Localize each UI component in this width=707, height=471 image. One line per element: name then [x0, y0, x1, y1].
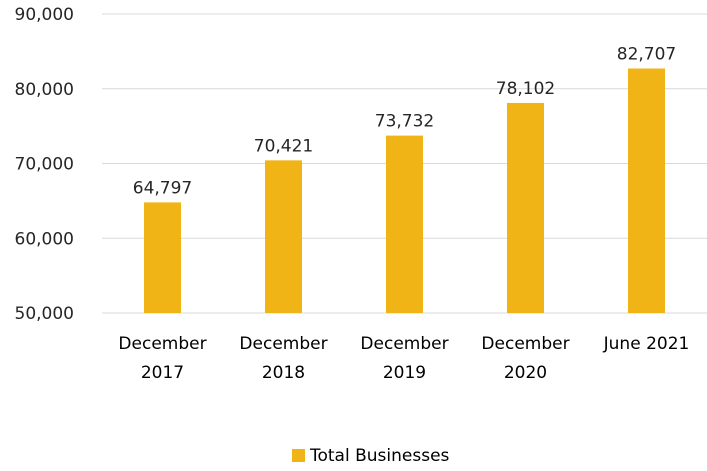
y-tick-label: 90,000: [15, 5, 74, 25]
data-label: 70,421: [254, 136, 313, 156]
x-category-label: December 2020: [481, 334, 569, 383]
data-labels: 64,797 70,421 73,732 78,102 82,707: [133, 45, 676, 199]
legend-label-total-businesses: Total Businesses: [309, 446, 450, 466]
y-axis-tick-labels: 50,000 60,000 70,000 80,000 90,000: [15, 5, 74, 324]
bar: [507, 102, 544, 313]
legend-swatch-total-businesses: [292, 449, 305, 462]
bar: [144, 202, 181, 313]
y-tick-label: 70,000: [15, 155, 74, 175]
y-tick-label: 50,000: [15, 304, 74, 324]
data-label: 64,797: [133, 178, 192, 198]
data-label: 82,707: [617, 45, 676, 65]
y-tick-label: 80,000: [15, 80, 74, 100]
bar: [628, 68, 665, 314]
x-axis-category-labels: December 2017 December 2018 December 2019 Dece…: [118, 334, 689, 383]
y-tick-label: 60,000: [15, 229, 74, 249]
x-category-label: December 2019: [360, 334, 448, 383]
x-category-label: December 2018: [239, 334, 327, 383]
legend: Total Businesses: [292, 446, 450, 466]
x-category-label: June 2021: [603, 334, 690, 354]
x-category-label: December 2017: [118, 334, 206, 383]
bars: [144, 68, 665, 314]
data-label: 78,102: [496, 79, 555, 99]
bar: [265, 160, 302, 313]
bar: [386, 135, 423, 313]
data-label: 73,732: [375, 112, 434, 132]
